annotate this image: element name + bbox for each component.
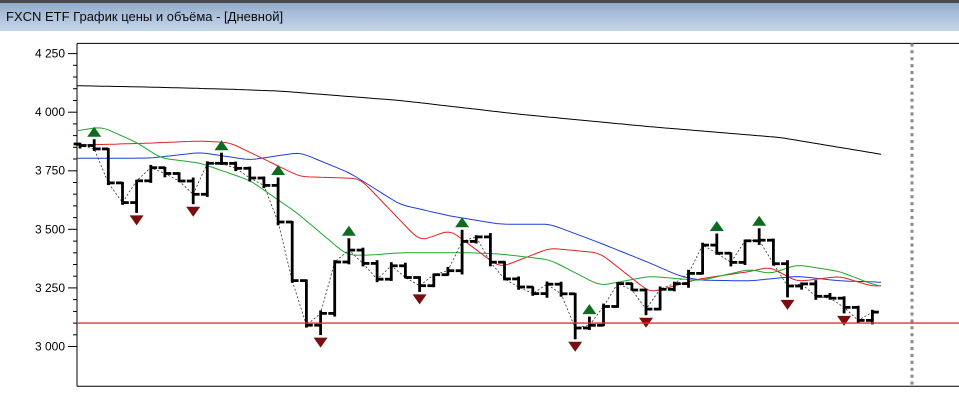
- svg-text:3 500: 3 500: [35, 222, 65, 236]
- svg-text:3 250: 3 250: [35, 281, 65, 295]
- svg-text:4 250: 4 250: [35, 47, 65, 61]
- svg-text:3 750: 3 750: [35, 164, 65, 178]
- svg-text:4 000: 4 000: [35, 105, 65, 119]
- svg-text:3 000: 3 000: [35, 339, 65, 353]
